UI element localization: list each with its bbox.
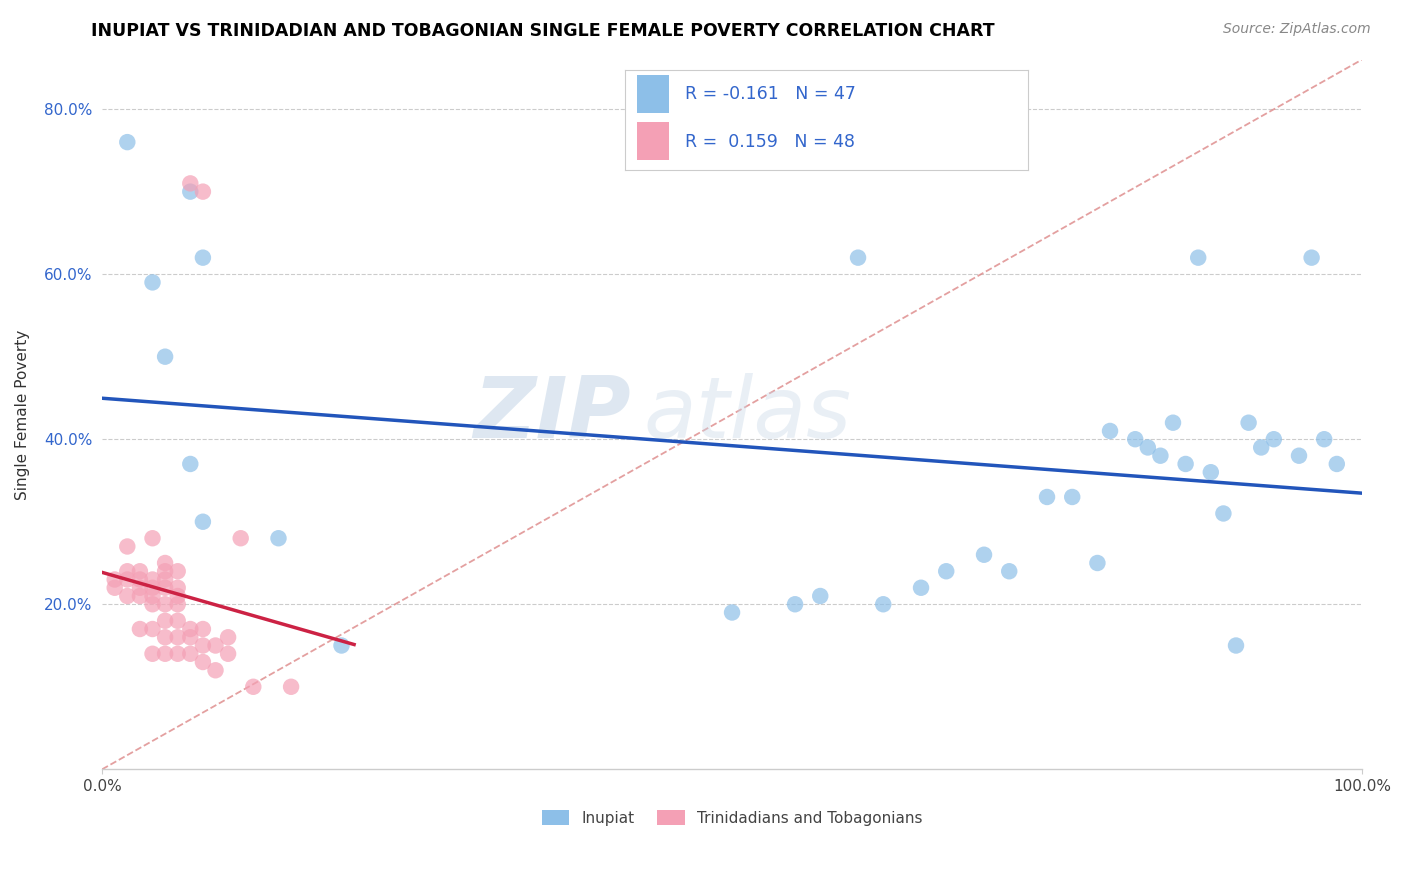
Point	[872, 597, 894, 611]
Text: Source: ZipAtlas.com: Source: ZipAtlas.com	[1223, 22, 1371, 37]
Point	[141, 597, 163, 611]
Point	[1098, 424, 1121, 438]
Point	[104, 581, 127, 595]
Point	[1225, 639, 1247, 653]
Point	[1187, 251, 1209, 265]
Point	[242, 680, 264, 694]
Point	[166, 589, 188, 603]
Point	[141, 581, 163, 595]
Text: ZIP: ZIP	[474, 373, 631, 456]
Point	[973, 548, 995, 562]
Point	[1136, 441, 1159, 455]
Point	[191, 622, 214, 636]
Point	[141, 589, 163, 603]
Point	[267, 531, 290, 545]
Point	[204, 663, 226, 677]
Point	[141, 276, 163, 290]
Point	[783, 597, 806, 611]
Point	[1212, 507, 1234, 521]
Point	[141, 531, 163, 545]
Point	[117, 135, 139, 149]
Point	[1301, 251, 1323, 265]
Point	[179, 185, 201, 199]
Point	[1237, 416, 1260, 430]
Point	[153, 350, 176, 364]
Point	[153, 556, 176, 570]
Point	[153, 647, 176, 661]
Point	[191, 655, 214, 669]
Point	[179, 630, 201, 644]
Point	[104, 573, 127, 587]
Point	[153, 564, 176, 578]
Point	[117, 540, 139, 554]
Point	[1161, 416, 1184, 430]
Point	[129, 581, 152, 595]
Point	[141, 647, 163, 661]
Point	[153, 614, 176, 628]
Y-axis label: Single Female Poverty: Single Female Poverty	[15, 329, 30, 500]
Point	[280, 680, 302, 694]
Point	[179, 622, 201, 636]
Point	[998, 564, 1021, 578]
Point	[1313, 432, 1336, 446]
Point	[1123, 432, 1146, 446]
Point	[1149, 449, 1171, 463]
Point	[166, 614, 188, 628]
Point	[166, 647, 188, 661]
Point	[1062, 490, 1084, 504]
Point	[166, 581, 188, 595]
Point	[229, 531, 252, 545]
Point	[217, 647, 239, 661]
Text: atlas: atlas	[644, 373, 852, 456]
Point	[129, 622, 152, 636]
Point	[129, 589, 152, 603]
Point	[179, 177, 201, 191]
Text: INUPIAT VS TRINIDADIAN AND TOBAGONIAN SINGLE FEMALE POVERTY CORRELATION CHART: INUPIAT VS TRINIDADIAN AND TOBAGONIAN SI…	[91, 22, 995, 40]
Point	[217, 630, 239, 644]
Point	[808, 589, 831, 603]
Point	[141, 573, 163, 587]
Point	[1250, 441, 1272, 455]
Point	[1199, 465, 1222, 479]
Point	[935, 564, 957, 578]
Point	[117, 564, 139, 578]
Point	[153, 630, 176, 644]
Point	[166, 630, 188, 644]
Point	[1087, 556, 1109, 570]
Point	[846, 251, 869, 265]
Point	[721, 606, 744, 620]
Point	[204, 639, 226, 653]
Point	[153, 573, 176, 587]
Point	[1036, 490, 1059, 504]
Point	[141, 622, 163, 636]
Point	[117, 573, 139, 587]
Point	[910, 581, 932, 595]
Point	[191, 639, 214, 653]
Point	[153, 597, 176, 611]
Point	[166, 597, 188, 611]
Point	[166, 564, 188, 578]
Point	[129, 564, 152, 578]
Point	[191, 515, 214, 529]
Point	[191, 251, 214, 265]
Point	[179, 647, 201, 661]
Point	[153, 581, 176, 595]
Legend: Inupiat, Trinidadians and Tobagonians: Inupiat, Trinidadians and Tobagonians	[541, 810, 922, 825]
Point	[1174, 457, 1197, 471]
Point	[1288, 449, 1310, 463]
Point	[1263, 432, 1285, 446]
Point	[330, 639, 353, 653]
Point	[1326, 457, 1348, 471]
Point	[117, 589, 139, 603]
Point	[179, 457, 201, 471]
Point	[129, 573, 152, 587]
Point	[191, 185, 214, 199]
